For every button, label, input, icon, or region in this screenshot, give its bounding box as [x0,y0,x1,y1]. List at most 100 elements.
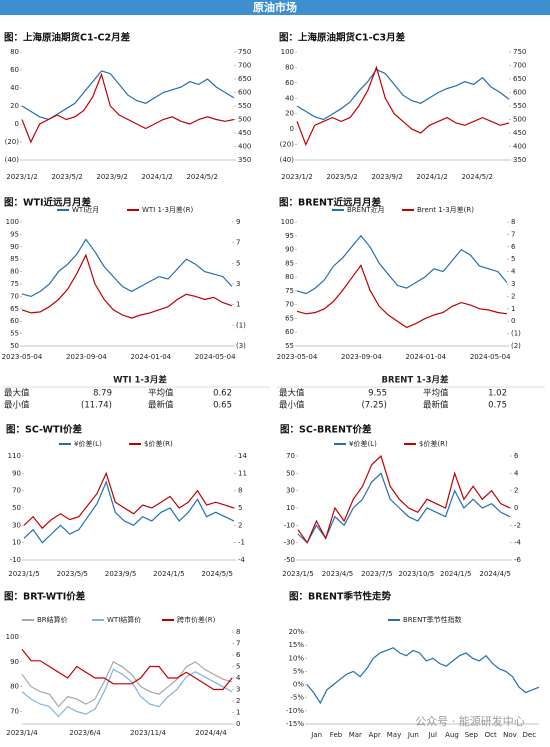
series-line [21,238,233,298]
y-tick-label: 110 [8,452,21,460]
chart-title: 图：WTI近远月月差 [4,197,91,209]
chart-title: 图：BRT-WTI价差 [4,591,86,603]
header-bar [0,0,550,15]
y-tick-label: 5 [238,504,242,512]
table-cell: 最小值 [4,400,30,411]
y-tick-label: 65 [10,305,19,313]
chart-title: 图：BRENT近远月月差 [279,197,381,209]
series-line [296,234,508,295]
y-tick-label: -50 [284,556,295,564]
y-tick-label: (40) [5,156,20,164]
y-tick-label: 7 [511,230,515,238]
y-tick-label: 6 [514,452,519,460]
x-tick-label: 2023/5/2 [51,173,82,181]
table-cell: 平均值 [423,388,449,399]
y-tick-label: -6 [514,556,522,564]
y-tick-label: 80 [285,273,294,281]
table-cell: (7.25) [361,401,387,411]
y-tick-label: 100 [281,48,294,56]
x-tick-label: 2023/6/4 [69,729,101,737]
y-tick-label: -10 [10,556,21,564]
y-tick-label: 100 [281,218,294,226]
table-cell: 最大值 [279,388,305,399]
series-line [306,647,540,705]
y-tick-label: 70 [286,452,295,460]
y-tick-label: 50 [12,504,21,512]
y-tick-label: 70 [12,487,21,495]
y-tick-label: -5% [290,694,304,702]
y-tick-label: 90 [285,246,294,254]
x-tick-label: 2024/4/4 [195,729,227,737]
y-tick-label: 1 [236,709,240,717]
x-tick-label: 2023/4/5 [322,570,353,578]
series-line [21,648,233,691]
y-tick-label: 90 [10,658,19,666]
y-tick-label: 20% [288,628,304,636]
y-tick-label: 7 [236,640,240,648]
series-line [21,668,233,718]
table-cell: 最小值 [279,400,305,411]
y-tick-label: 75 [285,287,294,295]
x-tick-label: 2023/9/2 [96,173,127,181]
y-tick-label: 650 [513,75,526,83]
x-tick-label: Dec [523,731,537,739]
y-tick-label: (1) [236,321,246,329]
table-cell: 最新值 [148,400,174,411]
y-tick-label: 4 [511,268,516,276]
table-cell: 9.55 [368,389,387,399]
y-tick-label: 400 [238,143,251,151]
table-cell: 最大值 [4,388,30,399]
y-tick-label: 30 [286,487,295,495]
y-tick-label: 55 [10,330,19,338]
y-tick-label: 40 [285,94,294,102]
series-line [296,264,508,329]
x-tick-label: 2023/11/4 [130,729,166,737]
x-tick-label: Jul [427,731,437,739]
chart-title: 图：上海原油期货C1-C3月差 [279,32,406,44]
y-tick-label: 700 [238,62,251,70]
y-tick-label: 650 [238,75,251,83]
x-tick-label: 2023/5/5 [57,570,88,578]
y-tick-label: -4 [514,539,522,547]
series-line [23,471,235,530]
x-tick-label: Mar [349,731,362,739]
y-tick-label: 10 [12,539,21,547]
y-tick-label: 5% [293,667,304,675]
series-line [21,70,235,121]
x-tick-label: 2023/5/2 [326,173,357,181]
y-tick-label: 350 [513,156,526,164]
x-tick-label: 2024/5/2 [461,173,492,181]
x-tick-label: Jun [407,731,419,739]
x-tick-label: 2023-09-04 [66,353,107,361]
y-tick-label: 4 [236,674,241,682]
y-tick-label: (1) [511,330,521,338]
y-tick-label: 0 [511,317,515,325]
y-tick-label: 70 [10,292,19,300]
y-tick-label: 6 [236,651,241,659]
y-tick-label: 75 [10,280,19,288]
header-title: 原油市场 [253,0,297,14]
y-tick-label: 70 [285,301,294,309]
y-tick-label: (2) [511,342,521,350]
x-tick-label: 2024-05-04 [195,353,236,361]
y-tick-label: 450 [238,129,251,137]
y-tick-label: 6 [511,243,516,251]
y-tick-label: 350 [238,156,251,164]
y-tick-label: 60 [10,66,19,74]
legend-label: WTI 1-3月差(R) [142,205,194,214]
y-tick-label: 3 [511,280,515,288]
y-tick-label: 70 [10,708,19,716]
y-tick-label: 0 [15,120,19,128]
x-tick-label: 2023/9/2 [371,173,402,181]
y-tick-label: 15% [288,641,304,649]
y-tick-label: (20) [280,141,295,149]
series-line [297,472,511,544]
table-cell: 1.02 [488,389,507,399]
y-tick-label: 5 [511,255,515,263]
x-tick-label: 2024-01-04 [405,353,446,361]
legend-label: $价差(R) [419,439,448,448]
y-tick-label: 450 [513,129,526,137]
x-tick-label: 2024/5/5 [201,570,232,578]
y-tick-label: 10% [288,654,304,662]
y-tick-label: 11 [238,469,247,477]
